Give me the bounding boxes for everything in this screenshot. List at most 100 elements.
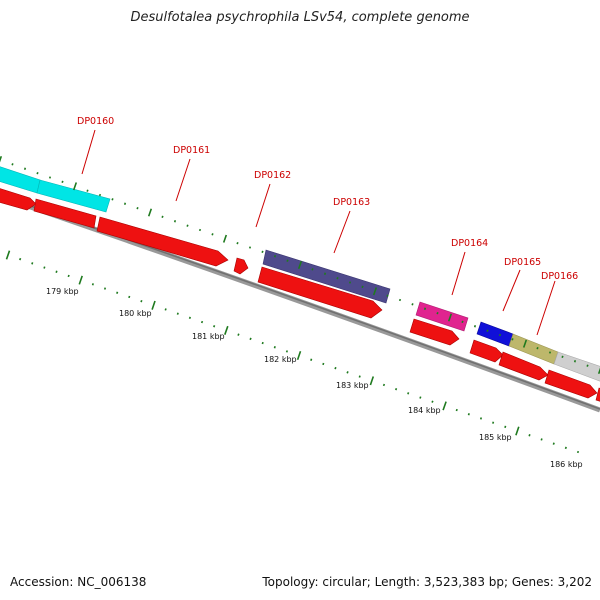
kbp-label-179: 179 kbp [46,287,79,296]
inner-minor-tick [358,375,361,378]
inner-minor-tick [91,283,94,286]
gene-arrow-7[interactable] [469,339,504,363]
inner-minor-tick [103,287,107,290]
outer-minor-tick [48,176,52,179]
outer-minor-tick [248,246,252,249]
feature-cyan-1[interactable] [0,165,41,194]
outer-major-tick [447,313,453,322]
outer-minor-tick [361,285,364,289]
inner-minor-tick [346,371,349,374]
outer-minor-tick [348,281,352,284]
gene-arrow-4[interactable] [233,257,249,275]
gene-arrow-6[interactable] [409,318,460,346]
inner-minor-tick [237,333,240,336]
gene-arrow-9[interactable] [544,369,598,399]
outer-minor-tick [461,320,464,324]
gene-label-dp0165[interactable]: DP0165 [504,257,541,268]
outer-minor-tick [311,268,314,271]
outer-minor-tick [548,351,552,354]
outer-minor-tick [236,241,239,245]
inner-minor-tick [176,312,179,315]
gene-arrow-10[interactable] [595,387,600,403]
gene-label-dp0162[interactable]: DP0162 [254,170,291,181]
inner-minor-tick [407,392,410,395]
kbp-label-180: 180 kbp [119,309,152,318]
gene-label-dp0160[interactable]: DP0160 [77,116,114,127]
forward-gene-row [0,187,600,403]
inner-minor-tick [322,362,325,366]
inner-tick-row [5,250,580,454]
feature-cyan-2[interactable] [36,179,111,213]
kbp-label-182: 182 kbp [264,355,297,364]
inner-minor-tick [431,400,434,403]
gene-label-dp0161[interactable]: DP0161 [173,145,210,156]
feature-purple[interactable] [262,249,391,304]
inner-minor-tick [164,308,167,311]
outer-major-tick [372,287,378,296]
inner-major-tick [442,401,447,411]
outer-minor-tick [98,193,102,197]
inner-minor-tick [67,274,70,278]
inner-minor-tick [528,434,531,437]
outer-minor-tick [161,215,164,219]
inner-minor-tick [576,450,580,454]
outer-minor-tick [111,198,114,201]
gene-arrow-8[interactable] [498,351,549,381]
outer-major-tick [147,208,153,217]
outer-minor-tick [323,272,327,275]
outer-major-tick [297,260,303,270]
inner-minor-tick [382,383,386,387]
gene-arrow-2[interactable] [33,198,97,229]
inner-minor-tick [273,346,276,349]
inner-minor-tick [310,358,313,361]
inner-minor-tick [564,446,567,450]
gene-label-dp0164[interactable]: DP0164 [451,238,488,249]
gene-arrow-5[interactable] [257,266,383,319]
outer-minor-tick [123,202,127,205]
inner-minor-tick [419,396,422,399]
inner-minor-tick [43,266,46,269]
kbp-label-181: 181 kbp [192,332,225,341]
gene-label-dp0163[interactable]: DP0163 [333,197,370,208]
outer-feature-row [0,165,600,383]
inner-minor-tick [492,421,495,424]
feature-gray[interactable] [553,351,600,383]
outer-major-tick [222,234,228,243]
inner-minor-tick [479,417,483,420]
inner-major-tick [296,351,302,361]
feature-magenta[interactable] [415,301,469,332]
accession-label: Accession: NC_006138 [10,575,147,589]
outer-minor-tick [436,311,439,315]
outer-major-tick [72,182,78,191]
inner-minor-tick [55,270,58,273]
outer-major-tick [522,339,528,348]
kbp-label-186: 186 kbp [550,460,583,469]
inner-minor-tick [140,299,143,303]
genome-title: Desulfotalea psychrophila LSv54, complet… [130,10,470,25]
outer-minor-tick [586,364,589,367]
outer-minor-tick [398,298,402,302]
outer-minor-tick [386,294,389,297]
outer-minor-tick [136,206,139,210]
inner-minor-tick [200,320,204,324]
gene-arrow-1[interactable] [0,187,37,211]
gene-arrow-3[interactable] [96,216,229,267]
outer-minor-tick [573,360,577,363]
inner-minor-tick [395,387,398,391]
inner-minor-tick [504,425,507,429]
gene-labels: DP0160 DP0161 DP0162 DP0163 DP0164 DP016… [77,116,578,282]
outer-minor-tick [486,329,489,332]
kbp-label-184: 184 kbp [408,406,441,415]
feature-blue[interactable] [476,321,514,347]
outer-minor-tick [23,167,27,170]
inner-minor-tick [467,413,470,416]
inner-major-tick [78,275,83,285]
outer-minor-tick [261,250,264,254]
inner-minor-tick [334,366,337,370]
outer-minor-tick [211,233,214,236]
inner-minor-tick [19,257,22,261]
outer-minor-tick [473,325,477,328]
inner-minor-tick [188,316,191,320]
gene-label-dp0166[interactable]: DP0166 [541,271,578,282]
